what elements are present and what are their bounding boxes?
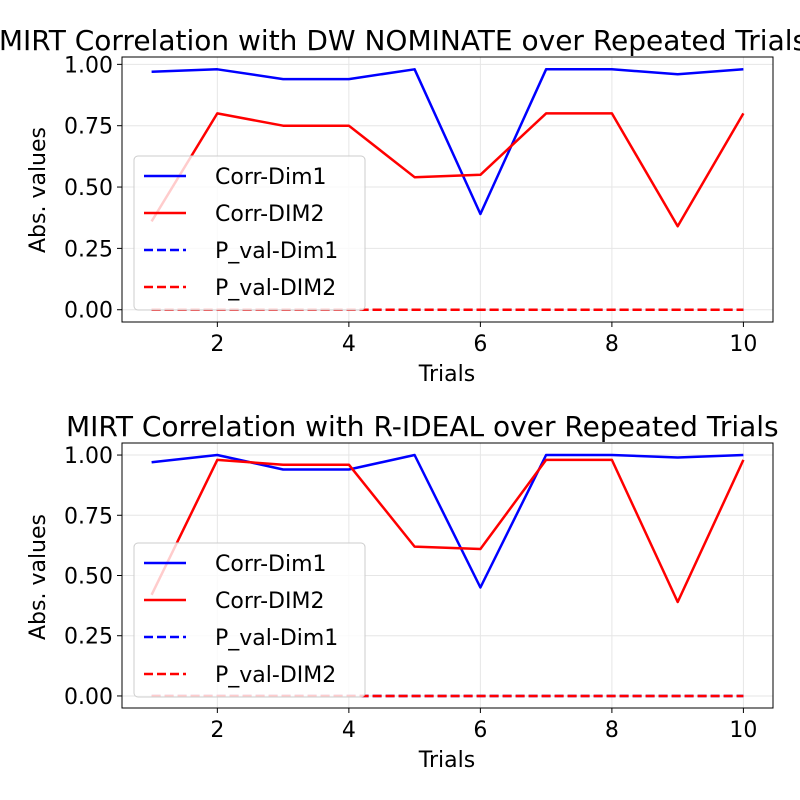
legend-label: Corr-DIM2 bbox=[215, 202, 324, 227]
x-axis-label: Trials bbox=[418, 362, 475, 387]
series-line-corr-dim1 bbox=[151, 68, 744, 216]
chart-title: MIRT Correlation with R-IDEAL over Repea… bbox=[66, 410, 779, 443]
x-tick-label: 10 bbox=[729, 718, 757, 743]
y-axis-ticks: 0.00 0.25 0.50 0.75 1.00 bbox=[64, 53, 122, 324]
legend: Corr-Dim1 Corr-DIM2 P_val-Dim1 P_val-DIM2 bbox=[133, 155, 366, 311]
chart-title: MIRT Correlation with DW NOMINATE over R… bbox=[0, 24, 800, 57]
axes-frame bbox=[121, 56, 774, 323]
x-tick-label: 4 bbox=[342, 332, 356, 357]
x-axis-ticks: 2 4 6 8 10 bbox=[210, 708, 757, 743]
x-tick-label: 4 bbox=[342, 718, 356, 743]
y-tick-label: 0.75 bbox=[64, 504, 113, 529]
legend-label: P_val-DIM2 bbox=[215, 276, 336, 301]
legend-label: Corr-DIM2 bbox=[215, 589, 324, 614]
x-tick-label: 6 bbox=[473, 332, 487, 357]
chart-dw-nominate: MIRT Correlation with DW NOMINATE over R… bbox=[0, 24, 800, 387]
y-axis-label: Abs. values bbox=[26, 514, 51, 640]
y-tick-label: 0.50 bbox=[64, 176, 113, 201]
y-axis-label: Abs. values bbox=[26, 127, 51, 253]
x-axis-ticks: 2 4 6 8 10 bbox=[210, 322, 757, 357]
x-tick-label: 8 bbox=[605, 718, 619, 743]
x-tick-label: 2 bbox=[210, 718, 224, 743]
legend-label: P_val-Dim1 bbox=[215, 626, 338, 651]
y-tick-label: 0.25 bbox=[64, 625, 113, 650]
x-tick-label: 2 bbox=[210, 332, 224, 357]
x-tick-label: 10 bbox=[729, 332, 757, 357]
y-tick-label: 0.50 bbox=[64, 565, 113, 590]
legend: Corr-Dim1 Corr-DIM2 P_val-Dim1 P_val-DIM2 bbox=[133, 542, 366, 698]
chart-r-ideal: MIRT Correlation with R-IDEAL over Repea… bbox=[26, 410, 779, 773]
y-tick-label: 0.75 bbox=[64, 115, 113, 140]
y-tick-label: 0.00 bbox=[64, 299, 113, 324]
y-tick-label: 0.00 bbox=[64, 685, 113, 710]
x-tick-label: 8 bbox=[605, 332, 619, 357]
legend-label: Corr-Dim1 bbox=[215, 552, 327, 577]
y-tick-label: 1.00 bbox=[64, 444, 113, 469]
x-axis-label: Trials bbox=[418, 748, 475, 773]
legend-label: P_val-Dim1 bbox=[215, 239, 338, 264]
legend-label: Corr-Dim1 bbox=[215, 165, 327, 190]
y-tick-label: 0.25 bbox=[64, 237, 113, 262]
y-axis-ticks: 0.00 0.25 0.50 0.75 1.00 bbox=[64, 444, 122, 710]
y-tick-label: 1.00 bbox=[64, 53, 113, 78]
legend-box bbox=[133, 155, 366, 311]
legend-box bbox=[133, 542, 366, 698]
series-line-corr-dim2 bbox=[150, 112, 745, 228]
series-line-corr-dim2 bbox=[150, 458, 745, 604]
legend-label: P_val-DIM2 bbox=[215, 663, 336, 688]
x-tick-label: 6 bbox=[473, 718, 487, 743]
